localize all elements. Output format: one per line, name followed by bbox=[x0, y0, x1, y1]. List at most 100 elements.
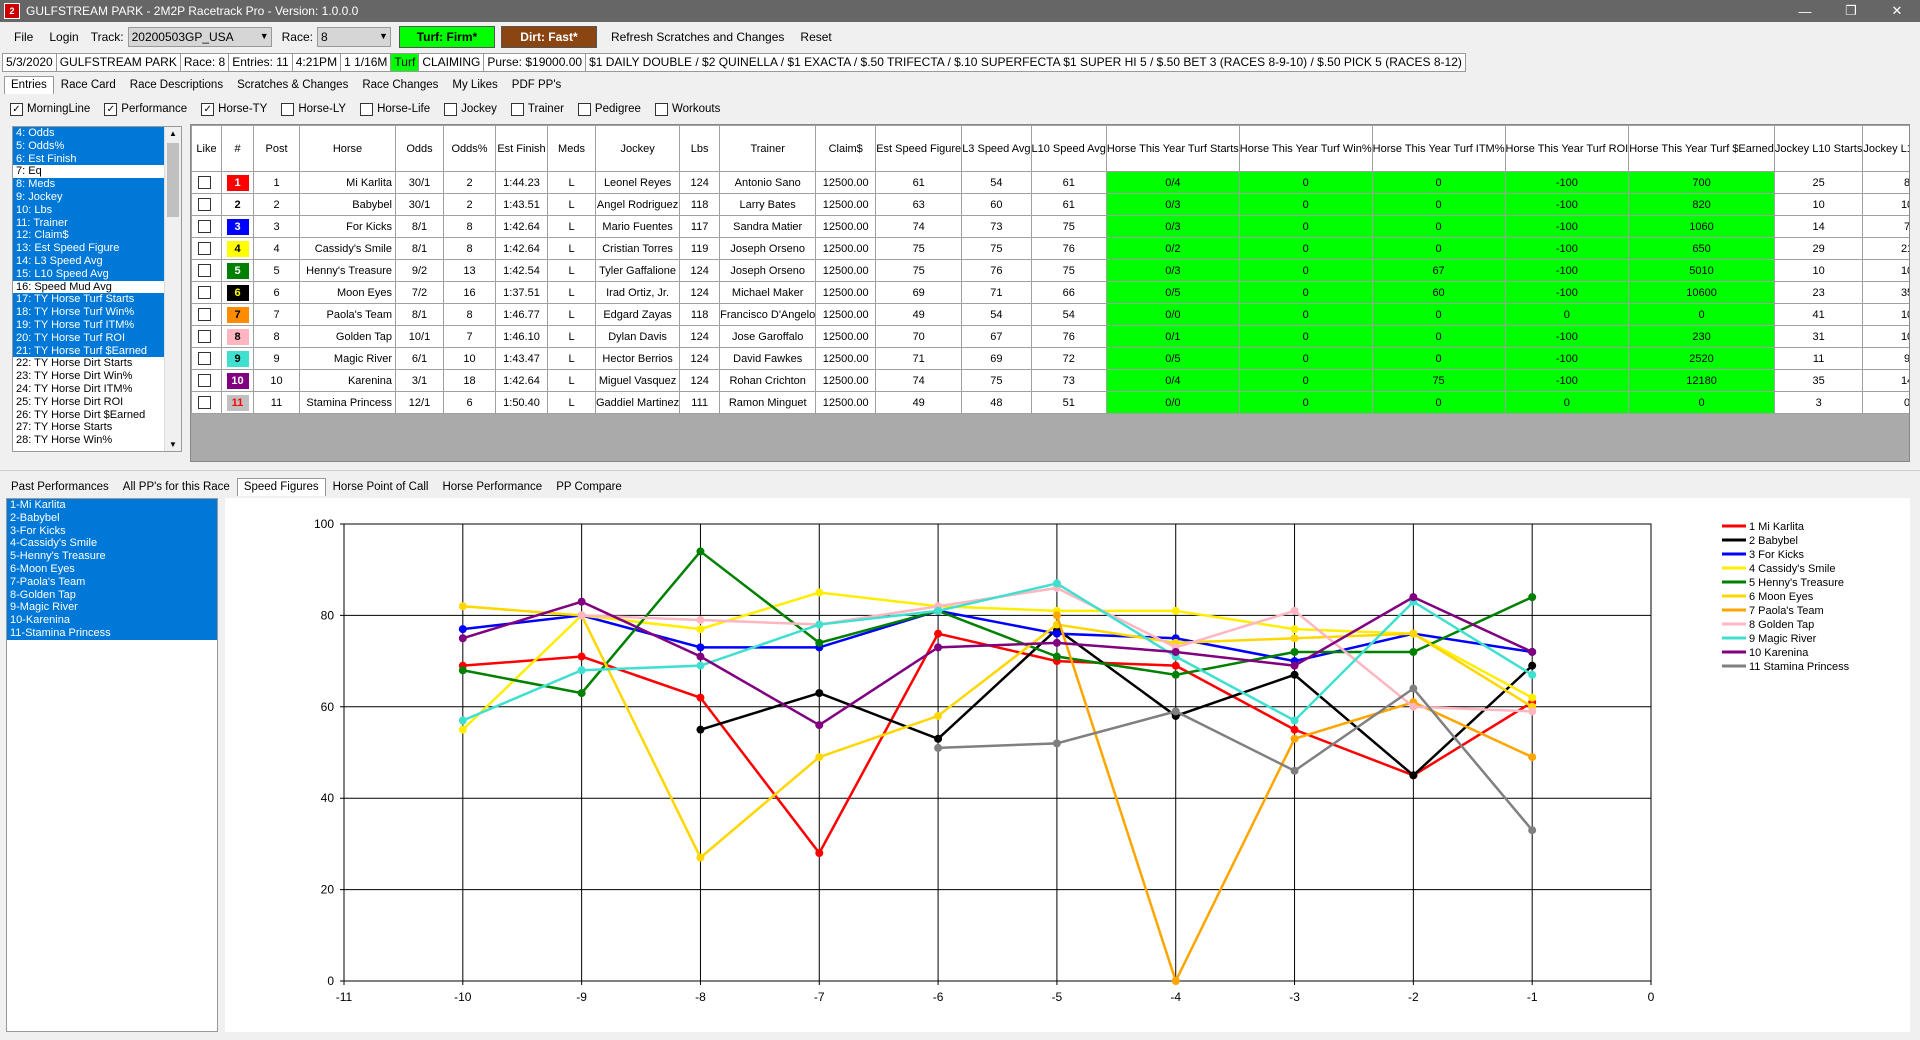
table-row[interactable]: 11 11 Stamina Princess 12/1 6 1:50.40 L Gaddiel… bbox=[191, 391, 1909, 414]
column-list-item[interactable]: 9: Jockey bbox=[13, 190, 181, 204]
table-row[interactable]: 7 7 Paola's Team 8/1 8 1:46.77 L Edgard Zayas 11… bbox=[191, 303, 1909, 326]
like-checkbox[interactable] bbox=[198, 286, 211, 299]
like-cell[interactable] bbox=[191, 259, 222, 282]
column-header[interactable]: Odds% bbox=[443, 125, 496, 172]
checkbox-morningline[interactable]: ✓ MorningLine bbox=[10, 102, 90, 116]
horse-list-item[interactable]: 9-Magic River bbox=[7, 601, 217, 615]
checkbox-performance[interactable]: ✓ Performance bbox=[104, 102, 187, 116]
checkbox-box[interactable] bbox=[281, 102, 295, 116]
checkbox-trainer[interactable]: Trainer bbox=[510, 102, 564, 116]
column-list-item[interactable]: 10: Lbs bbox=[13, 203, 181, 217]
track-select[interactable]: 20200503GP_USA ▼ bbox=[127, 27, 272, 47]
race-select[interactable]: 8 ▼ bbox=[316, 27, 391, 47]
column-header[interactable]: Horse This Year Turf ITM% bbox=[1371, 125, 1506, 172]
checkbox-horse-ty[interactable]: ✓ Horse-TY bbox=[201, 102, 267, 116]
column-list-item[interactable]: 19: TY Horse Turf ITM% bbox=[13, 318, 181, 332]
like-cell[interactable] bbox=[191, 171, 222, 194]
like-checkbox[interactable] bbox=[198, 220, 211, 233]
like-cell[interactable] bbox=[191, 281, 222, 304]
horse-list[interactable]: 1-Mi Karlita 2-Babybel 3-For Kicks 4-Cassid… bbox=[6, 498, 218, 1032]
close-icon[interactable]: ✕ bbox=[1891, 3, 1903, 18]
like-cell[interactable] bbox=[191, 193, 222, 216]
tab-scratches-changes[interactable]: Scratches & Changes bbox=[237, 79, 349, 91]
column-header[interactable]: Trainer bbox=[719, 125, 817, 172]
chevron-up-icon[interactable]: ▲ bbox=[169, 129, 177, 138]
like-checkbox[interactable] bbox=[198, 242, 211, 255]
column-list-item[interactable]: 12: Claim$ bbox=[13, 229, 181, 243]
checkmark-icon[interactable]: ✓ bbox=[10, 102, 23, 116]
tab-past-performances[interactable]: Past Performances bbox=[11, 481, 109, 493]
tab-horse-point-of-call[interactable]: Horse Point of Call bbox=[332, 481, 429, 493]
column-list-item[interactable]: 21: TY Horse Turf $Earned bbox=[13, 344, 181, 358]
horse-list-item[interactable]: 8-Golden Tap bbox=[7, 588, 217, 602]
table-row[interactable]: 9 9 Magic River 6/1 10 1:43.47 L Hector Berrios… bbox=[191, 347, 1909, 370]
checkbox-pedigree[interactable]: Pedigree bbox=[577, 102, 641, 116]
column-list-item[interactable]: 18: TY Horse Turf Win% bbox=[13, 306, 181, 319]
tab-entries[interactable]: Entries bbox=[4, 76, 54, 94]
column-list-item[interactable]: 26: TY Horse Dirt $Earned bbox=[16, 408, 146, 421]
horse-list-item[interactable]: 7-Paola's Team bbox=[7, 575, 217, 589]
like-checkbox[interactable] bbox=[198, 176, 211, 189]
like-cell[interactable] bbox=[191, 347, 222, 370]
menu-file[interactable]: File bbox=[14, 30, 34, 44]
column-list-item[interactable]: 5: Odds% bbox=[13, 139, 181, 153]
checkbox-box[interactable] bbox=[654, 102, 668, 116]
column-list-scrollbar[interactable]: ▲ ▼ bbox=[164, 127, 181, 451]
checkmark-icon[interactable]: ✓ bbox=[201, 102, 215, 116]
like-cell[interactable] bbox=[191, 215, 222, 238]
horse-list-item[interactable]: 2-Babybel bbox=[7, 511, 217, 525]
table-row[interactable]: 3 3 For Kicks 8/1 8 1:42.64 L Mario Fuentes 117 S… bbox=[191, 215, 1909, 238]
column-header[interactable]: Horse bbox=[299, 125, 396, 172]
like-checkbox[interactable] bbox=[198, 308, 211, 321]
column-header[interactable]: Meds bbox=[547, 125, 596, 172]
horse-list-item[interactable]: 10-Karenina bbox=[7, 614, 217, 627]
like-cell[interactable] bbox=[191, 237, 222, 260]
chevron-down-icon[interactable]: ▼ bbox=[169, 440, 177, 449]
tab-race-changes[interactable]: Race Changes bbox=[362, 79, 439, 91]
column-header[interactable]: Horse This Year Turf ROI bbox=[1504, 125, 1630, 172]
tab-horse-performance[interactable]: Horse Performance bbox=[442, 481, 543, 493]
checkmark-icon[interactable]: ✓ bbox=[104, 102, 118, 116]
checkbox-workouts[interactable]: Workouts bbox=[654, 102, 720, 116]
like-checkbox[interactable] bbox=[198, 396, 211, 409]
column-header[interactable]: Est Speed Figure bbox=[875, 125, 963, 172]
reset-button[interactable]: Reset bbox=[800, 30, 832, 44]
checkbox-box[interactable] bbox=[444, 102, 458, 116]
column-header[interactable]: Jockey L10 Win% bbox=[1862, 125, 1909, 172]
scroll-thumb[interactable] bbox=[167, 143, 179, 217]
column-list-item[interactable]: 11: Trainer bbox=[13, 216, 181, 230]
checkbox-box[interactable] bbox=[577, 102, 591, 116]
tab-pp-compare[interactable]: PP Compare bbox=[556, 481, 622, 493]
like-cell[interactable] bbox=[191, 325, 222, 348]
like-checkbox[interactable] bbox=[198, 198, 211, 211]
column-list-item[interactable]: 22: TY Horse Dirt Starts bbox=[16, 357, 133, 370]
tab-all-pp-s-for-this-race[interactable]: All PP's for this Race bbox=[122, 481, 230, 493]
column-list[interactable]: 4: Odds 5: Odds% 6: Est Finish 7: Eq 8: Meds… bbox=[12, 126, 182, 452]
column-list-item[interactable]: 25: TY Horse Dirt ROI bbox=[16, 395, 124, 408]
column-list-item[interactable]: 14: L3 Speed Avg bbox=[13, 254, 181, 268]
column-list-item[interactable]: 27: TY Horse Starts bbox=[16, 421, 113, 434]
like-checkbox[interactable] bbox=[198, 352, 211, 365]
menu-login[interactable]: Login bbox=[49, 30, 79, 44]
table-row[interactable]: 8 8 Golden Tap 10/1 7 1:46.10 L Dylan Davis 124 J… bbox=[191, 325, 1909, 348]
column-header[interactable]: Horse This Year Turf Win% bbox=[1238, 125, 1373, 172]
column-header[interactable]: L10 Speed Avg bbox=[1030, 125, 1107, 172]
table-row[interactable]: 2 2 Babybel 30/1 2 1:43.51 L Angel Rodriguez 118… bbox=[191, 193, 1909, 216]
column-header[interactable]: Est Finish bbox=[495, 125, 548, 172]
column-header[interactable]: Odds bbox=[395, 125, 444, 172]
checkbox-jockey[interactable]: Jockey bbox=[444, 102, 497, 116]
checkbox-horse-ly[interactable]: Horse-LY bbox=[281, 102, 346, 116]
column-list-item[interactable]: 6: Est Finish bbox=[13, 152, 181, 166]
column-list-item[interactable]: 4: Odds bbox=[13, 127, 181, 140]
tab-race-descriptions[interactable]: Race Descriptions bbox=[129, 79, 224, 91]
column-list-item[interactable]: 16: Speed Mud Avg bbox=[16, 280, 112, 293]
table-row[interactable]: 4 4 Cassidy's Smile 8/1 8 1:42.64 L Cristian To… bbox=[191, 237, 1909, 260]
column-header[interactable]: Jockey bbox=[594, 125, 681, 172]
column-list-item[interactable]: 20: TY Horse Turf ROI bbox=[13, 331, 181, 345]
column-list-item[interactable]: 7: Eq bbox=[16, 165, 42, 178]
checkbox-box[interactable] bbox=[360, 102, 374, 116]
column-header[interactable]: Post bbox=[253, 125, 300, 172]
horse-list-item[interactable]: 4-Cassidy's Smile bbox=[7, 537, 217, 551]
column-list-item[interactable]: 13: Est Speed Figure bbox=[13, 242, 181, 255]
table-row[interactable]: 5 5 Henny's Treasure 9/2 13 1:42.54 L Tyler Gaf… bbox=[191, 259, 1909, 282]
